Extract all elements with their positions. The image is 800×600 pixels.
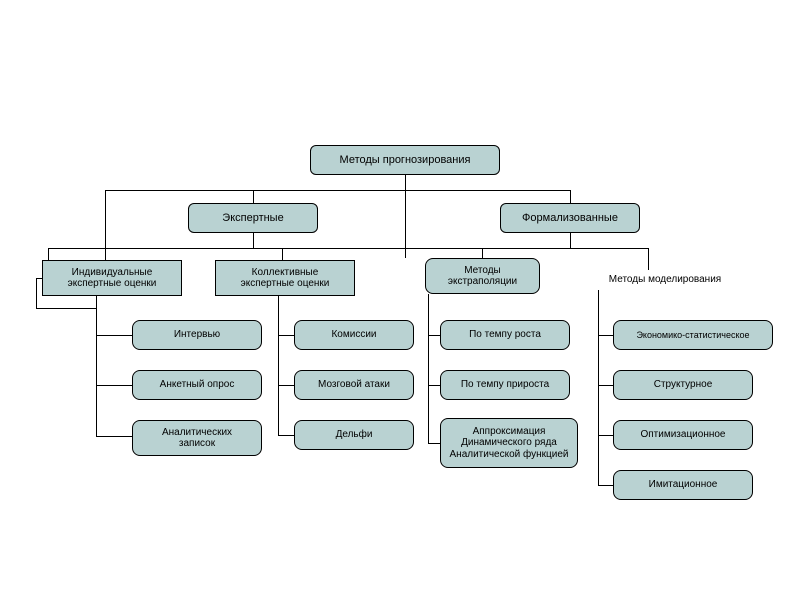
node-optim: Оптимизационное (613, 420, 753, 450)
node-root: Методы прогнозирования (310, 145, 500, 175)
node-expert: Экспертные (188, 203, 318, 233)
node-label: Аппроксимация Динамического ряда Аналити… (450, 426, 569, 461)
edge (253, 190, 254, 203)
edge (428, 335, 440, 336)
node-label: Оптимизационное (640, 429, 725, 441)
node-model: Методы моделирования (580, 270, 750, 290)
node-label: Анкетный опрос (160, 379, 235, 391)
node-label: Формализованные (522, 212, 618, 225)
edge (278, 296, 279, 436)
edge (598, 335, 613, 336)
node-label: Методы прогнозирования (340, 154, 471, 167)
edge (36, 308, 96, 309)
edge (428, 294, 429, 444)
node-analit: Аналитических записок (132, 420, 262, 456)
edge (253, 233, 254, 248)
edge (282, 248, 283, 260)
edge (278, 435, 294, 436)
node-kollekt: Коллективные экспертные оценки (215, 260, 355, 296)
node-label: По темпу прироста (461, 379, 549, 391)
node-indiv: Индивидуальные экспертные оценки (42, 260, 182, 296)
node-delfi: Дельфи (294, 420, 414, 450)
edge (598, 435, 613, 436)
edge (405, 175, 406, 258)
node-mozg: Мозговой атаки (294, 370, 414, 400)
node-ekonstat: Экономико-статистическое (613, 320, 773, 350)
node-extrap: Методы экстраполяции (425, 258, 540, 294)
node-label: Интервью (174, 329, 220, 341)
node-tempP: По темпу прироста (440, 370, 570, 400)
edge (96, 335, 132, 336)
edge (278, 385, 294, 386)
edge (598, 385, 613, 386)
node-label: Индивидуальные экспертные оценки (68, 267, 157, 290)
node-formal: Формализованные (500, 203, 640, 233)
edge (36, 278, 37, 308)
node-label: Структурное (654, 379, 713, 391)
node-label: Имитационное (649, 479, 718, 491)
node-strukt: Структурное (613, 370, 753, 400)
diagram-canvas: Методы прогнозирования Экспертные Формализ… (0, 0, 800, 600)
node-komis: Комиссии (294, 320, 414, 350)
node-interv: Интервью (132, 320, 262, 350)
edge (96, 385, 132, 386)
edge (48, 248, 648, 249)
node-label: Аналитических записок (162, 427, 232, 450)
edge (96, 296, 97, 436)
node-label: Экономико-статистическое (636, 330, 749, 340)
edge (598, 485, 613, 486)
node-tempR: По темпу роста (440, 320, 570, 350)
edge (570, 233, 571, 248)
node-label: По темпу роста (469, 329, 541, 341)
node-label: Коллективные экспертные оценки (241, 267, 330, 290)
node-anket: Анкетный опрос (132, 370, 262, 400)
node-label: Экспертные (222, 212, 283, 225)
node-label: Методы моделирования (609, 274, 721, 286)
node-imit: Имитационное (613, 470, 753, 500)
edge (428, 443, 440, 444)
edge (105, 190, 570, 191)
edge (570, 190, 571, 203)
node-label: Дельфи (336, 429, 373, 441)
edge (428, 385, 440, 386)
node-label: Комиссии (331, 329, 376, 341)
edge (598, 290, 599, 486)
edge (482, 248, 483, 258)
edge (278, 335, 294, 336)
node-label: Мозговой атаки (318, 379, 390, 391)
edge (105, 190, 106, 260)
node-approx: Аппроксимация Динамического ряда Аналити… (440, 418, 578, 468)
edge (648, 248, 649, 270)
edge (96, 436, 132, 437)
node-label: Методы экстраполяции (448, 265, 517, 288)
